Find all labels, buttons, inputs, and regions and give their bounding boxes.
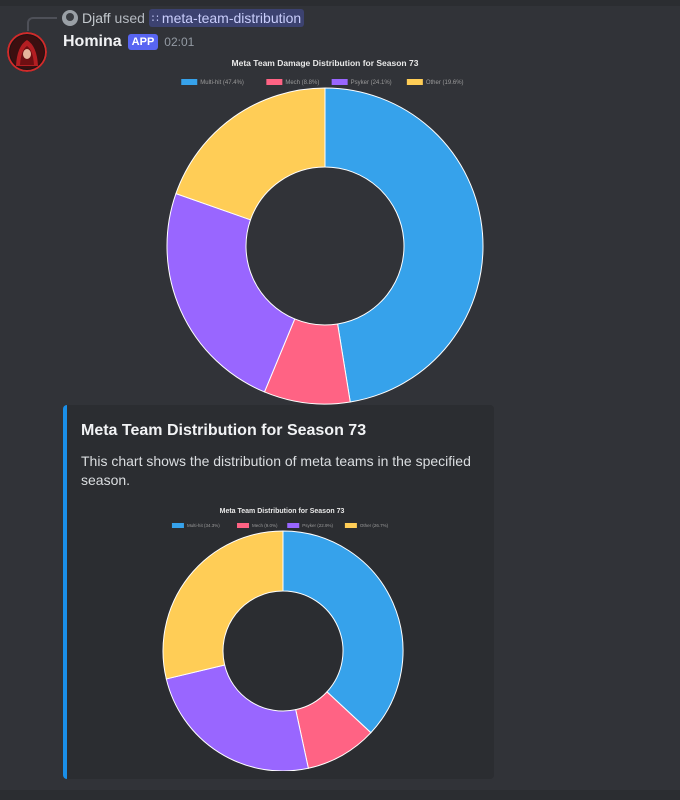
- embed-title: Meta Team Distribution for Season 73: [81, 422, 367, 439]
- legend-swatch-mech[interactable]: [266, 79, 283, 85]
- app-badge: APP: [127, 34, 159, 50]
- embed-card: Meta Team Distribution for Season 73 Thi…: [63, 405, 494, 779]
- reply-verb: used: [114, 10, 145, 26]
- legend-label-multi-hit[interactable]: Multi-hit (47.4%): [200, 80, 244, 86]
- donut-slice-other[interactable]: [162, 530, 284, 680]
- message-timestamp[interactable]: 02:01: [164, 35, 195, 49]
- bot-avatar[interactable]: [7, 32, 47, 72]
- legend-label-psyker[interactable]: Psyker (22.9%): [302, 523, 333, 528]
- command-reply-line: Djaff used ∷ meta-team-distribution: [62, 9, 305, 27]
- message-header: Homina APP 02:01: [63, 31, 194, 53]
- legend-label-other[interactable]: Other (26.7%): [360, 523, 389, 528]
- legend-swatch-other[interactable]: [406, 79, 423, 85]
- legend-swatch-other[interactable]: [344, 523, 357, 528]
- donut-slice-other[interactable]: [175, 87, 326, 221]
- top-band: [0, 0, 680, 6]
- legend-swatch-multi-hit[interactable]: [171, 523, 184, 528]
- legend-label-other[interactable]: Other (19.6%): [426, 80, 464, 86]
- main-chart-image[interactable]: Meta Team Damage Distribution for Season…: [160, 54, 490, 408]
- chart-title: Meta Team Damage Distribution for Season…: [232, 58, 419, 68]
- donut-slice-psyker[interactable]: [166, 192, 296, 393]
- chart-title: Meta Team Distribution for Season 73: [220, 508, 345, 515]
- donut-slice-multi-hit[interactable]: [282, 530, 404, 734]
- legend-label-multi-hit[interactable]: Multi-hit (34.3%): [187, 523, 220, 528]
- main-donut-chart: Meta Team Damage Distribution for Season…: [166, 58, 484, 405]
- slash-command-chip[interactable]: ∷ meta-team-distribution: [148, 9, 305, 27]
- chat-message: Djaff used ∷ meta-team-distribution Homi…: [0, 6, 680, 790]
- reply-username[interactable]: Djaff: [82, 10, 111, 26]
- user-avatar-icon[interactable]: [62, 10, 78, 26]
- hooded-figure-icon: [7, 32, 47, 72]
- legend-swatch-psyker[interactable]: [287, 523, 300, 528]
- legend-swatch-mech[interactable]: [237, 523, 250, 528]
- bottom-band: [0, 790, 680, 800]
- command-grid-icon: ∷: [151, 12, 159, 25]
- embed-description: This chart shows the distribution of met…: [81, 453, 471, 488]
- legend-swatch-multi-hit[interactable]: [181, 79, 198, 85]
- reply-spine: [27, 17, 57, 31]
- donut-slice-psyker[interactable]: [165, 664, 309, 772]
- embed-donut-chart: Meta Team Distribution for Season 73 Mult…: [162, 508, 404, 772]
- legend-label-mech[interactable]: Mech (9.0%): [252, 523, 278, 528]
- slash-command-label: meta-team-distribution: [161, 10, 302, 26]
- legend-label-psyker[interactable]: Psyker (24.1%): [351, 80, 392, 86]
- bot-username[interactable]: Homina: [63, 33, 122, 50]
- legend-label-mech[interactable]: Mech (8.8%): [285, 80, 319, 86]
- legend-swatch-psyker[interactable]: [331, 79, 348, 85]
- embed-chart-image[interactable]: Meta Team Distribution for Season 73 Mult…: [157, 503, 407, 772]
- donut-slice-multi-hit[interactable]: [324, 87, 484, 403]
